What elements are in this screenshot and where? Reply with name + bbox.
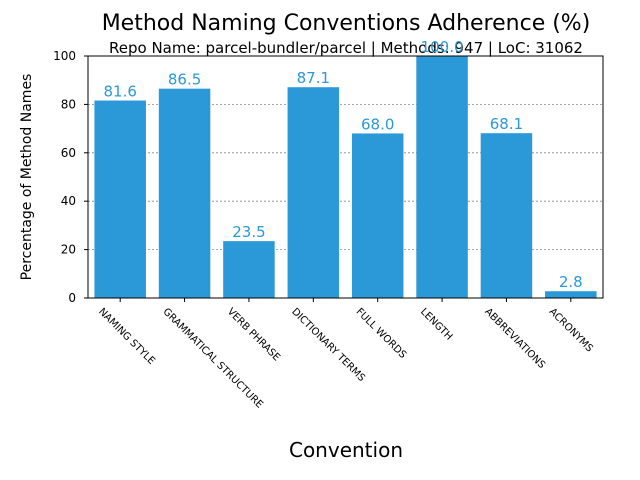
x-tick-label: ABBREVIATIONS	[482, 306, 547, 371]
chart-subtitle: Repo Name: parcel-bundler/parcel | Metho…	[109, 39, 583, 57]
value-label: 68.1	[490, 115, 523, 133]
value-label: 68.0	[361, 115, 394, 133]
x-tick-label: DICTIONARY TERMS	[289, 306, 367, 384]
bar	[416, 56, 468, 298]
bar	[94, 100, 146, 298]
y-tick-label: 40	[61, 194, 76, 208]
bars	[94, 56, 597, 298]
value-labels: 81.6 86.5 23.5 87.1 68.0 100.0 68.1 2.8	[103, 38, 582, 291]
x-tick-label: ACRONYMS	[547, 306, 595, 354]
y-axis-label: Percentage of Method Names	[19, 74, 35, 281]
value-label: 2.8	[559, 273, 583, 291]
plot-frame	[87, 55, 604, 299]
bar	[480, 133, 533, 298]
y-tick-label: 60	[61, 146, 76, 160]
chart-title: Method Naming Conventions Adherence (%)	[102, 11, 591, 36]
y-axis-ticks: 0 20 40 60 80 100	[53, 49, 88, 305]
bar	[158, 88, 211, 298]
bar	[223, 241, 275, 298]
value-label: 100.0	[421, 38, 464, 56]
y-tick-label: 80	[61, 97, 76, 111]
bar	[545, 291, 597, 298]
value-label: 23.5	[232, 223, 265, 241]
x-tick-label: VERB PHRASE	[225, 306, 282, 363]
value-label: 87.1	[297, 69, 330, 87]
value-label: 81.6	[103, 83, 136, 101]
x-tick-label: NAMING STYLE	[96, 306, 157, 367]
y-tick-label: 20	[61, 243, 76, 257]
bar	[287, 87, 340, 298]
bar	[351, 133, 404, 298]
value-label: 86.5	[168, 71, 201, 89]
x-tick-label: LENGTH	[418, 306, 454, 342]
y-tick-label: 100	[53, 49, 76, 63]
y-tick-label: 0	[68, 291, 76, 305]
x-tick-label: FULL WORDS	[354, 306, 409, 361]
x-axis-label: Convention	[289, 438, 403, 462]
